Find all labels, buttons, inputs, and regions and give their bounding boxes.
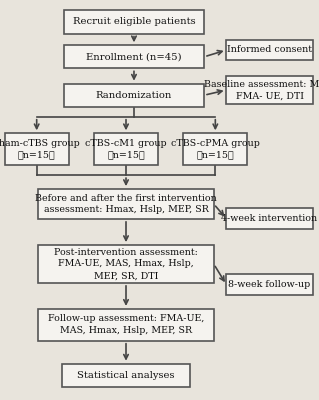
- Text: Follow-up assessment: FMA-UE,
MAS, Hmax, Hslp, MEP, SR: Follow-up assessment: FMA-UE, MAS, Hmax,…: [48, 314, 204, 335]
- FancyBboxPatch shape: [226, 208, 313, 229]
- FancyBboxPatch shape: [64, 84, 204, 107]
- Text: Before and after the first intervention
assessment: Hmax, Hslp, MEP, SR: Before and after the first intervention …: [35, 194, 217, 214]
- FancyBboxPatch shape: [226, 76, 313, 104]
- FancyBboxPatch shape: [62, 364, 190, 387]
- FancyBboxPatch shape: [5, 133, 69, 165]
- Text: Post-intervention assessment:
FMA-UE, MAS, Hmax, Hslp,
MEP, SR, DTI: Post-intervention assessment: FMA-UE, MA…: [54, 248, 198, 280]
- Text: Statistical analyses: Statistical analyses: [77, 371, 175, 380]
- FancyBboxPatch shape: [183, 133, 247, 165]
- Text: cTBS-cPMA group
（n=15）: cTBS-cPMA group （n=15）: [171, 139, 260, 160]
- FancyBboxPatch shape: [226, 40, 313, 60]
- Text: 8-week follow-up: 8-week follow-up: [228, 280, 311, 289]
- FancyBboxPatch shape: [38, 309, 214, 341]
- Text: Enrollment (n=45): Enrollment (n=45): [86, 52, 182, 61]
- FancyBboxPatch shape: [226, 274, 313, 295]
- FancyBboxPatch shape: [38, 245, 214, 283]
- Text: 4-week intervention: 4-week intervention: [221, 214, 318, 223]
- FancyBboxPatch shape: [38, 189, 214, 219]
- FancyBboxPatch shape: [64, 10, 204, 34]
- Text: Baseline assessment: MAS,
FMA- UE, DTI: Baseline assessment: MAS, FMA- UE, DTI: [204, 80, 319, 100]
- FancyBboxPatch shape: [64, 45, 204, 68]
- Text: cTBS-cM1 group
（n=15）: cTBS-cM1 group （n=15）: [85, 139, 167, 160]
- Text: sham-cTBS group
（n=15）: sham-cTBS group （n=15）: [0, 139, 79, 160]
- Text: Recruit eligible patients: Recruit eligible patients: [73, 18, 195, 26]
- Text: Randomization: Randomization: [96, 91, 172, 100]
- Text: Informed consent: Informed consent: [227, 46, 312, 54]
- FancyBboxPatch shape: [94, 133, 158, 165]
